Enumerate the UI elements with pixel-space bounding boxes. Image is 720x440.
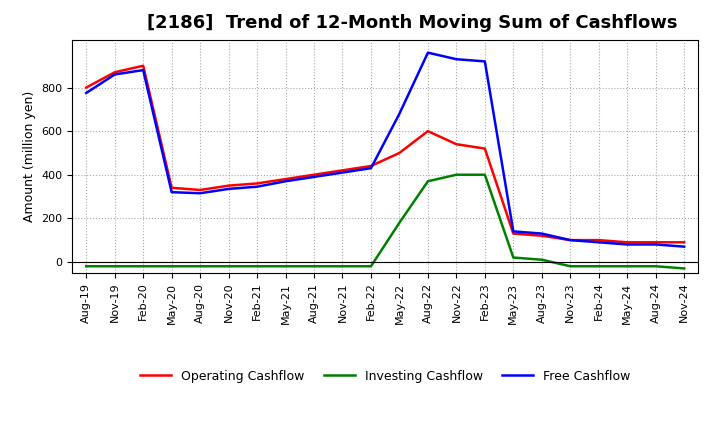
Y-axis label: Amount (million yen): Amount (million yen): [22, 91, 35, 222]
Investing Cashflow: [537, 257, 546, 262]
Investing Cashflow: [423, 179, 432, 184]
Free Cashflow: [338, 170, 347, 175]
Operating Cashflow: [395, 150, 404, 156]
Investing Cashflow: [680, 266, 688, 271]
Operating Cashflow: [225, 183, 233, 188]
Line: Operating Cashflow: Operating Cashflow: [86, 66, 684, 242]
Operating Cashflow: [310, 172, 318, 177]
Investing Cashflow: [480, 172, 489, 177]
Investing Cashflow: [566, 264, 575, 269]
Free Cashflow: [139, 67, 148, 73]
Operating Cashflow: [595, 238, 603, 243]
Investing Cashflow: [225, 264, 233, 269]
Operating Cashflow: [82, 85, 91, 90]
Free Cashflow: [452, 57, 461, 62]
Operating Cashflow: [566, 238, 575, 243]
Line: Free Cashflow: Free Cashflow: [86, 53, 684, 247]
Operating Cashflow: [139, 63, 148, 68]
Free Cashflow: [82, 90, 91, 95]
Operating Cashflow: [623, 240, 631, 245]
Operating Cashflow: [253, 181, 261, 186]
Investing Cashflow: [338, 264, 347, 269]
Investing Cashflow: [652, 264, 660, 269]
Free Cashflow: [196, 191, 204, 196]
Free Cashflow: [310, 174, 318, 180]
Investing Cashflow: [82, 264, 91, 269]
Free Cashflow: [423, 50, 432, 55]
Operating Cashflow: [452, 142, 461, 147]
Free Cashflow: [167, 190, 176, 195]
Line: Investing Cashflow: Investing Cashflow: [86, 175, 684, 268]
Investing Cashflow: [395, 220, 404, 225]
Operating Cashflow: [423, 128, 432, 134]
Free Cashflow: [366, 165, 375, 171]
Investing Cashflow: [452, 172, 461, 177]
Operating Cashflow: [366, 163, 375, 169]
Text: [2186]  Trend of 12-Month Moving Sum of Cashflows: [2186] Trend of 12-Month Moving Sum of C…: [147, 15, 678, 33]
Free Cashflow: [623, 242, 631, 247]
Free Cashflow: [480, 59, 489, 64]
Operating Cashflow: [338, 168, 347, 173]
Free Cashflow: [395, 111, 404, 116]
Investing Cashflow: [110, 264, 119, 269]
Investing Cashflow: [139, 264, 148, 269]
Investing Cashflow: [623, 264, 631, 269]
Operating Cashflow: [509, 231, 518, 236]
Free Cashflow: [537, 231, 546, 236]
Operating Cashflow: [282, 176, 290, 182]
Free Cashflow: [595, 240, 603, 245]
Investing Cashflow: [196, 264, 204, 269]
Operating Cashflow: [110, 70, 119, 75]
Operating Cashflow: [167, 185, 176, 191]
Investing Cashflow: [167, 264, 176, 269]
Free Cashflow: [509, 229, 518, 234]
Operating Cashflow: [537, 233, 546, 238]
Free Cashflow: [253, 184, 261, 189]
Free Cashflow: [566, 238, 575, 243]
Investing Cashflow: [366, 264, 375, 269]
Investing Cashflow: [509, 255, 518, 260]
Free Cashflow: [225, 186, 233, 191]
Free Cashflow: [652, 242, 660, 247]
Legend: Operating Cashflow, Investing Cashflow, Free Cashflow: Operating Cashflow, Investing Cashflow, …: [135, 365, 635, 388]
Investing Cashflow: [282, 264, 290, 269]
Operating Cashflow: [196, 187, 204, 193]
Free Cashflow: [282, 179, 290, 184]
Operating Cashflow: [480, 146, 489, 151]
Investing Cashflow: [595, 264, 603, 269]
Investing Cashflow: [253, 264, 261, 269]
Free Cashflow: [110, 72, 119, 77]
Investing Cashflow: [310, 264, 318, 269]
Operating Cashflow: [652, 240, 660, 245]
Operating Cashflow: [680, 240, 688, 245]
Free Cashflow: [680, 244, 688, 249]
